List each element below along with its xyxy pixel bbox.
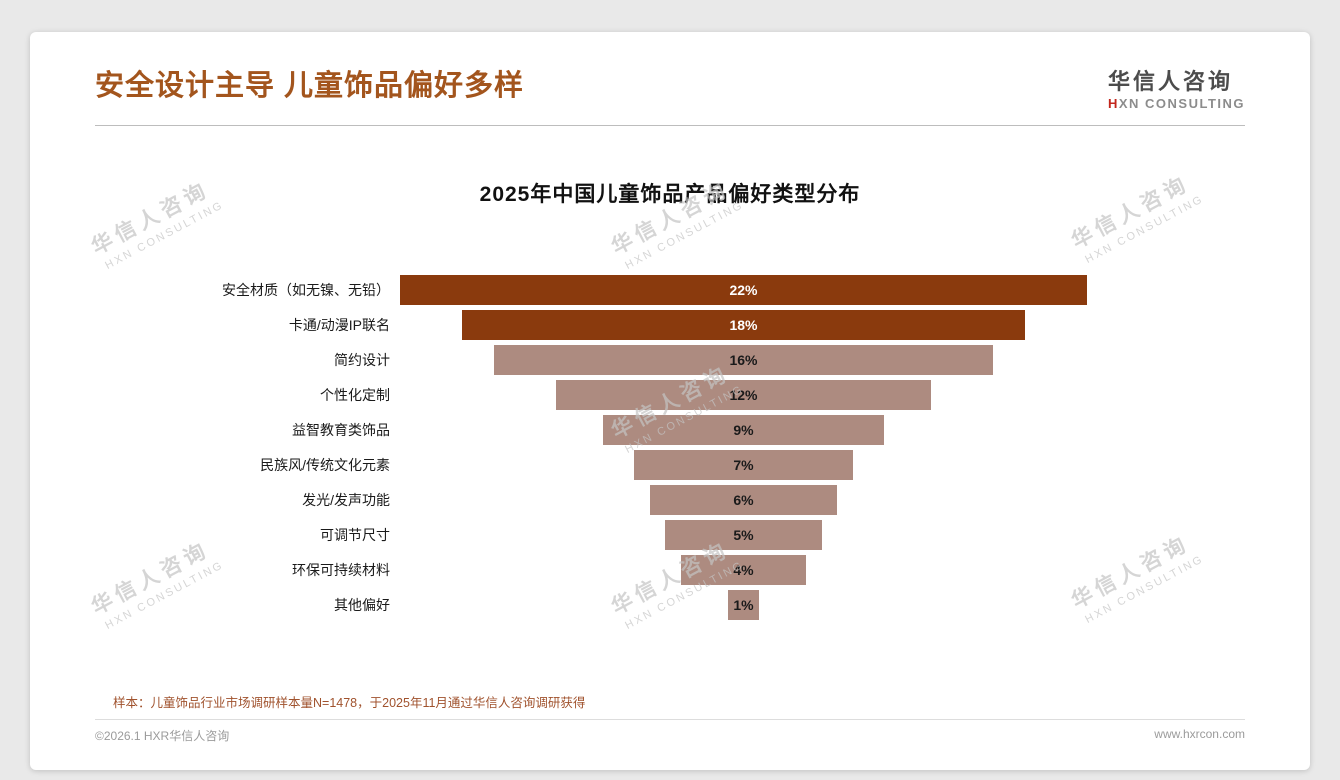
chart-row: 可调节尺寸 5% (95, 517, 1245, 552)
funnel-bar: 1% (727, 589, 760, 620)
value-label: 22% (729, 281, 758, 298)
chart-row: 卡通/动漫IP联名 18% (95, 307, 1245, 342)
sample-footnote: 样本：儿童饰品行业市场调研样本量N=1478，于2025年11月通过华信人咨询调… (113, 696, 586, 710)
category-label: 环保可持续材料 (292, 561, 390, 578)
value-label: 5% (733, 526, 754, 543)
bar-area: 1% (400, 589, 1087, 620)
page-title: 安全设计主导 儿童饰品偏好多样 (95, 70, 525, 102)
category-label: 其他偏好 (334, 596, 390, 613)
chart-row: 民族风/传统文化元素 7% (95, 447, 1245, 482)
company-logo: 华信人咨询 HXN CONSULTING (1107, 69, 1245, 112)
value-label: 12% (729, 386, 758, 403)
bar-area: 6% (400, 484, 1087, 515)
bar-area: 12% (400, 379, 1087, 410)
chart-title: 2025年中国儿童饰品产品偏好类型分布 (479, 183, 861, 206)
funnel-bar: 22% (400, 274, 1087, 305)
footer: ©2026.1 HXR华信人咨询 www.hxrcon.com (95, 727, 1245, 744)
header: 安全设计主导 儿童饰品偏好多样 华信人咨询 HXN CONSULTING (95, 32, 1245, 112)
bar-area: 7% (400, 449, 1087, 480)
logo-en-rest: XN CONSULTING (1118, 96, 1245, 111)
footer-divider (95, 719, 1245, 720)
funnel-bar: 6% (649, 484, 838, 515)
funnel-bar: 9% (602, 414, 885, 445)
funnel-bar: 16% (493, 344, 994, 375)
value-label: 4% (733, 561, 754, 578)
value-label: 16% (729, 351, 758, 368)
website-url: www.hxrcon.com (1154, 727, 1245, 741)
funnel-chart: 安全材质（如无镍、无铅） 22% 卡通/动漫IP联名 18% 简约设计 16% 个性化定制 1… (95, 272, 1245, 622)
category-label: 个性化定制 (320, 386, 390, 403)
slide-card: 华信人咨询 HXN CONSULTING 华信人咨询 HXN CONSULTIN… (30, 32, 1310, 770)
bar-area: 4% (400, 554, 1087, 585)
funnel-bar: 12% (556, 379, 931, 410)
chart-row: 发光/发声功能 6% (95, 482, 1245, 517)
logo-h-mark: H (1107, 96, 1119, 111)
bar-area: 16% (400, 344, 1087, 375)
category-label: 发光/发声功能 (302, 491, 390, 508)
bar-area: 18% (400, 309, 1087, 340)
copyright-text: ©2026.1 HXR华信人咨询 (95, 729, 230, 743)
bar-area: 5% (400, 519, 1087, 550)
category-label: 简约设计 (334, 351, 390, 368)
value-label: 9% (733, 421, 754, 438)
logo-en-text: HXN CONSULTING (1108, 96, 1245, 111)
chart-row: 环保可持续材料 4% (95, 552, 1245, 587)
header-divider (95, 125, 1245, 126)
chart-row: 安全材质（如无镍、无铅） 22% (95, 272, 1245, 307)
value-label: 18% (729, 316, 758, 333)
category-label: 益智教育类饰品 (292, 421, 390, 438)
funnel-bar: 7% (634, 449, 853, 480)
logo-cn-text: 华信人咨询 (1107, 69, 1233, 94)
chart-row: 简约设计 16% (95, 342, 1245, 377)
value-label: 7% (733, 456, 754, 473)
value-label: 1% (733, 596, 754, 613)
category-label: 卡通/动漫IP联名 (288, 316, 390, 333)
slide-content: 安全设计主导 儿童饰品偏好多样 华信人咨询 HXN CONSULTING 202… (30, 32, 1310, 770)
bar-area: 9% (400, 414, 1087, 445)
chart-row: 个性化定制 12% (95, 377, 1245, 412)
funnel-bar: 18% (462, 309, 1025, 340)
chart-row: 其他偏好 1% (95, 587, 1245, 622)
funnel-bar: 4% (681, 554, 806, 585)
value-label: 6% (733, 491, 754, 508)
category-label: 安全材质（如无镍、无铅） (222, 281, 390, 298)
funnel-bar: 5% (665, 519, 822, 550)
bar-area: 22% (400, 274, 1087, 305)
chart-row: 益智教育类饰品 9% (95, 412, 1245, 447)
category-label: 民族风/传统文化元素 (260, 456, 390, 473)
category-label: 可调节尺寸 (320, 526, 390, 543)
